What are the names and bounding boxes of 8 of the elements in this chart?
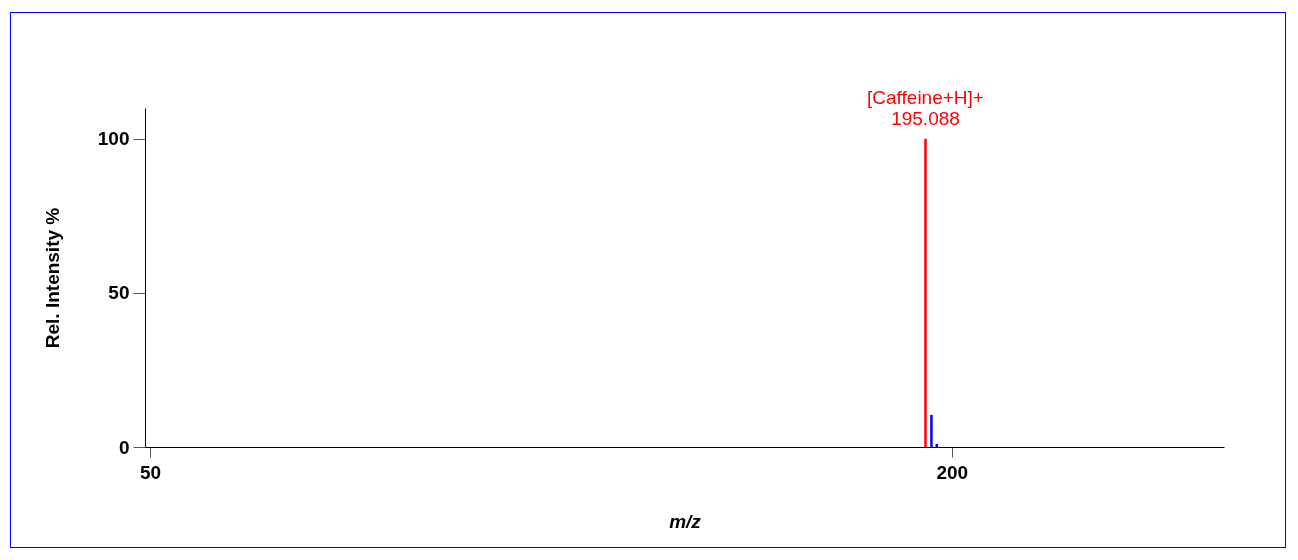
y-tick-label: 100 <box>97 128 130 150</box>
annotation: [Caffeine+H]+ <box>867 86 984 108</box>
y-axis-title: Rel. Intensity % <box>41 207 63 349</box>
x-tick-label: 200 <box>936 461 969 483</box>
x-axis-title: m/z <box>669 510 702 532</box>
annotation: 195.088 <box>891 107 960 129</box>
y-tick-label: 50 <box>108 282 130 304</box>
y-tick-label: 0 <box>118 436 130 458</box>
